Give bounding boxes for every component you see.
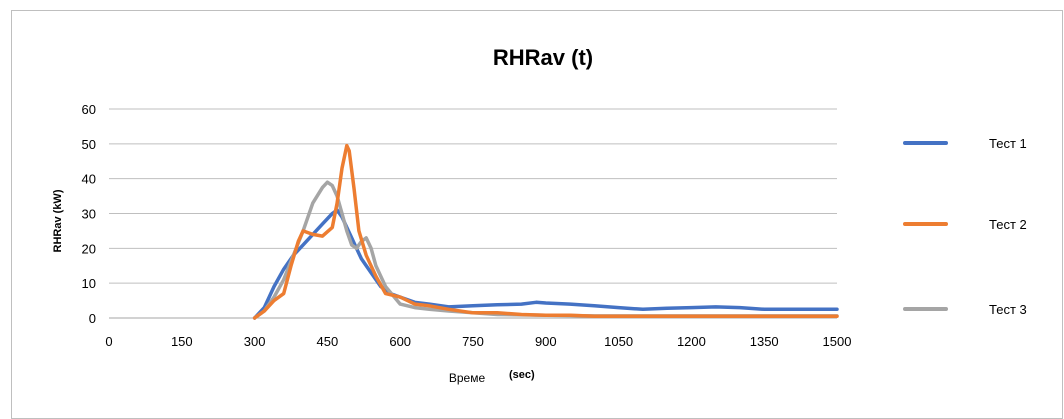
series-line-1	[252, 208, 839, 320]
legend-label-1: Тест 1	[989, 136, 1027, 151]
x-tick-label: 1350	[750, 334, 779, 349]
x-axis-unit: (sec)	[509, 369, 535, 381]
legend-label-2: Тест 2	[989, 217, 1027, 232]
y-tick-label: 50	[82, 137, 96, 152]
y-tick-label: 10	[82, 276, 96, 291]
x-tick-label: 1500	[823, 334, 852, 349]
x-tick-label: 150	[171, 334, 193, 349]
x-tick-label: 0	[105, 334, 112, 349]
y-axis-label: RHRav (kW)	[52, 189, 64, 252]
series-line-3	[252, 180, 839, 320]
x-tick-label: 450	[317, 334, 339, 349]
series-lines	[252, 143, 839, 320]
x-tick-label: 300	[244, 334, 266, 349]
x-tick-label: 900	[535, 334, 557, 349]
series-line-2	[252, 143, 839, 320]
line-chart: RHRav (t) 0 10 20 30 40 50 60 0 150 300 450 600 750…	[52, 45, 1027, 385]
y-tick-label: 20	[82, 241, 96, 256]
legend-label-3: Тест 3	[989, 302, 1027, 317]
y-axis-ticks: 0 10 20 30 40 50 60	[82, 102, 96, 326]
x-tick-label: 750	[462, 334, 484, 349]
x-tick-label: 600	[389, 334, 411, 349]
x-tick-label: 1200	[677, 334, 706, 349]
x-tick-label: 1050	[604, 334, 633, 349]
legend: Тест 1 Тест 2 Тест 3	[903, 136, 1027, 317]
y-tick-label: 40	[82, 172, 96, 187]
y-tick-label: 30	[82, 207, 96, 222]
gridlines	[109, 108, 837, 319]
x-axis-ticks: 0 150 300 450 600 750 900 1050 1200 1350 1500	[105, 334, 851, 349]
y-tick-label: 0	[89, 311, 96, 326]
y-tick-label: 60	[82, 102, 96, 117]
chart-frame: RHRav (t) 0 10 20 30 40 50 60 0 150 300 450 600 750…	[11, 10, 1063, 419]
chart-title: RHRav (t)	[493, 45, 593, 70]
x-axis-label: Време	[449, 371, 486, 385]
